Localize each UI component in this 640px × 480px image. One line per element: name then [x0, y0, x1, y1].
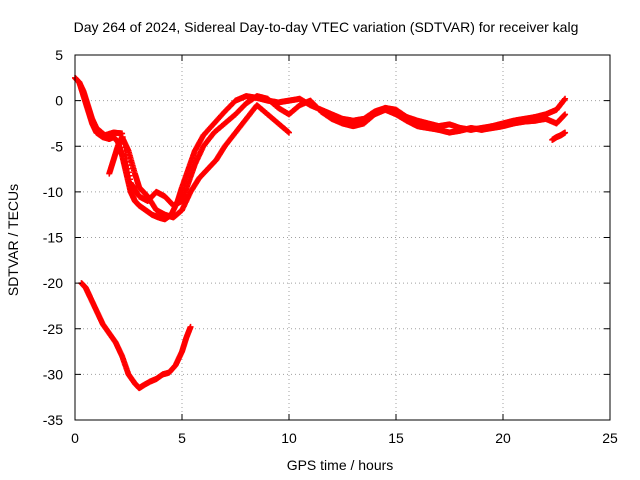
axis-ticks: 0 5 10 15 20 25 5 0 -5 -10 -15 -20 -25 -30 -35: [43, 47, 618, 446]
data-point: [562, 95, 569, 102]
data-points: [72, 74, 569, 392]
x-axis-label: GPS time / hours: [287, 457, 394, 473]
x-tick-label: 5: [178, 430, 186, 446]
series-track-d: [78, 280, 194, 392]
x-tick-label: 20: [495, 430, 511, 446]
x-tick-label: 10: [281, 430, 297, 446]
data-point: [562, 129, 569, 136]
series-track-c: [106, 102, 292, 221]
series-track-b: [76, 79, 569, 209]
y-tick-label: -35: [43, 412, 63, 428]
y-tick-label: -25: [43, 321, 63, 337]
y-tick-label: 5: [55, 47, 63, 63]
data-point: [562, 111, 569, 118]
data-point: [286, 129, 292, 136]
x-tick-label: 25: [602, 430, 618, 446]
y-tick-label: -10: [43, 184, 63, 200]
y-axis-label: SDTVAR / TECUs: [5, 184, 21, 296]
series-track-e: [549, 129, 569, 143]
y-tick-label: -20: [43, 275, 63, 291]
x-tick-label: 15: [388, 430, 404, 446]
y-tick-label: -30: [43, 366, 63, 382]
data-point: [187, 323, 194, 330]
y-tick-label: 0: [55, 93, 63, 109]
x-tick-label: 0: [71, 430, 79, 446]
y-tick-label: -15: [43, 230, 63, 246]
y-tick-label: -5: [51, 138, 64, 154]
chart-title: Day 264 of 2024, Sidereal Day-to-day VTE…: [74, 19, 579, 35]
